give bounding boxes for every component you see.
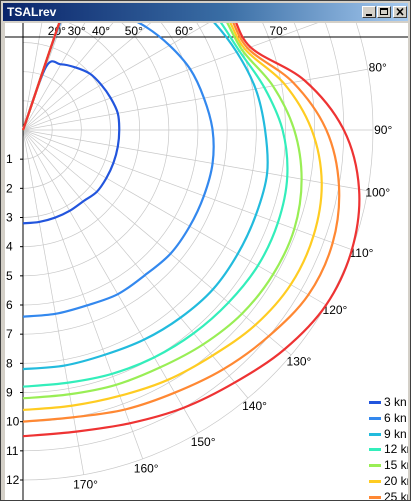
radius-tick-label: 8: [6, 356, 13, 370]
radius-tick-label: 3: [6, 211, 13, 225]
angle-tick-label: 80°: [369, 60, 387, 74]
legend-label: 12 kn: [384, 442, 408, 457]
angle-gridline: [22, 129, 292, 356]
minimize-icon: [366, 14, 372, 16]
legend-label: 25 kn: [384, 489, 408, 500]
legend-item: 20 kn: [369, 474, 408, 490]
radius-tick-label: 12: [6, 473, 20, 487]
angle-tick-label: 140°: [242, 399, 267, 413]
radius-tick-label: 2: [6, 181, 13, 195]
angle-gridline: [22, 23, 210, 131]
radius-tick-label: 7: [6, 327, 13, 341]
angle-gridline: [22, 129, 144, 460]
angle-gridline: [22, 68, 368, 131]
legend-swatch: [369, 495, 381, 499]
radius-tick-label: 1: [6, 152, 13, 166]
legend-label: 3 kn: [384, 395, 407, 409]
legend-item: 6 kn: [369, 411, 408, 427]
series-line: [21, 23, 323, 412]
series-line: [21, 23, 215, 318]
legend-swatch: [369, 464, 381, 468]
radius-tick-label: 9: [6, 386, 13, 400]
close-button[interactable]: [393, 6, 407, 18]
angle-gridline: [22, 129, 199, 434]
legend-item: 12 kn: [369, 442, 408, 458]
angle-tick-label: 160°: [134, 461, 159, 475]
title-bar[interactable]: TSALrev: [3, 3, 408, 21]
radius-gridline: [22, 23, 228, 335]
legend-label: 20 kn: [384, 473, 408, 488]
legend-swatch: [369, 432, 381, 436]
angle-tick-label: 40°: [92, 24, 110, 38]
legend-swatch: [369, 448, 381, 452]
window-title: TSALrev: [7, 5, 57, 19]
series-line: [21, 60, 121, 225]
angle-gridline: [22, 23, 86, 131]
angle-tick-label: 90°: [374, 123, 392, 137]
minimize-button[interactable]: [362, 6, 376, 18]
radius-tick-label: 10: [6, 415, 20, 429]
angle-gridline: [22, 129, 249, 399]
legend-swatch: [369, 479, 381, 483]
angle-tick-label: 170°: [73, 478, 98, 492]
series-line: [21, 23, 303, 400]
angle-gridline: [22, 129, 353, 251]
angle-tick-label: 150°: [191, 435, 216, 449]
legend-swatch: [369, 401, 381, 404]
angle-gridline: [22, 23, 114, 131]
maximize-icon: [380, 8, 388, 15]
angle-tick-label: 50°: [125, 24, 143, 38]
angle-tick-label: 30°: [68, 24, 86, 38]
legend-item: 3 kn: [369, 395, 408, 411]
angle-gridline: [22, 23, 152, 131]
radius-gridline: [22, 23, 286, 393]
maximize-button[interactable]: [377, 6, 391, 18]
legend-item: 9 kn: [369, 427, 408, 443]
angle-gridline: [22, 23, 43, 131]
legend-item: 15 kn: [369, 458, 408, 474]
angle-gridline: [22, 129, 85, 475]
legend-item: 25 kn: [369, 490, 408, 500]
angle-gridline: [22, 129, 368, 192]
legend-swatch: [369, 416, 381, 420]
close-icon: [396, 7, 404, 16]
polar-chart: 20° 30° 40° 50° 60° 70°80°90°100°110°120°130°…: [5, 23, 408, 500]
angle-tick-label: 60°: [175, 24, 193, 38]
angle-tick-label: 100°: [365, 186, 390, 200]
legend-label: 9 kn: [384, 426, 407, 441]
series-line: [21, 23, 269, 371]
angle-gridline: [22, 129, 327, 306]
series-line: [21, 23, 361, 438]
angle-tick-label: 130°: [287, 355, 312, 369]
polar-plot-area: 20° 30° 40° 50° 60° 70° 80° 90° 100° 110° 120° 130°…: [5, 23, 408, 500]
radius-gridline: [22, 23, 199, 306]
angle-tick-label: 110°: [350, 246, 374, 260]
series-line: [21, 23, 289, 388]
legend-label: 6 kn: [384, 410, 407, 425]
radius-tick-label: 11: [6, 444, 19, 458]
series-line: [21, 23, 341, 423]
radius-gridline: [22, 23, 374, 481]
radius-tick-label: 4: [6, 240, 13, 254]
legend-label: 15 kn: [384, 458, 408, 473]
radius-tick-label: 5: [6, 269, 13, 283]
angle-gridline: [22, 23, 319, 131]
angle-tick-label: 70°: [269, 24, 287, 38]
angle-tick-label: 120°: [323, 303, 348, 317]
radius-tick-label: 6: [6, 298, 13, 312]
